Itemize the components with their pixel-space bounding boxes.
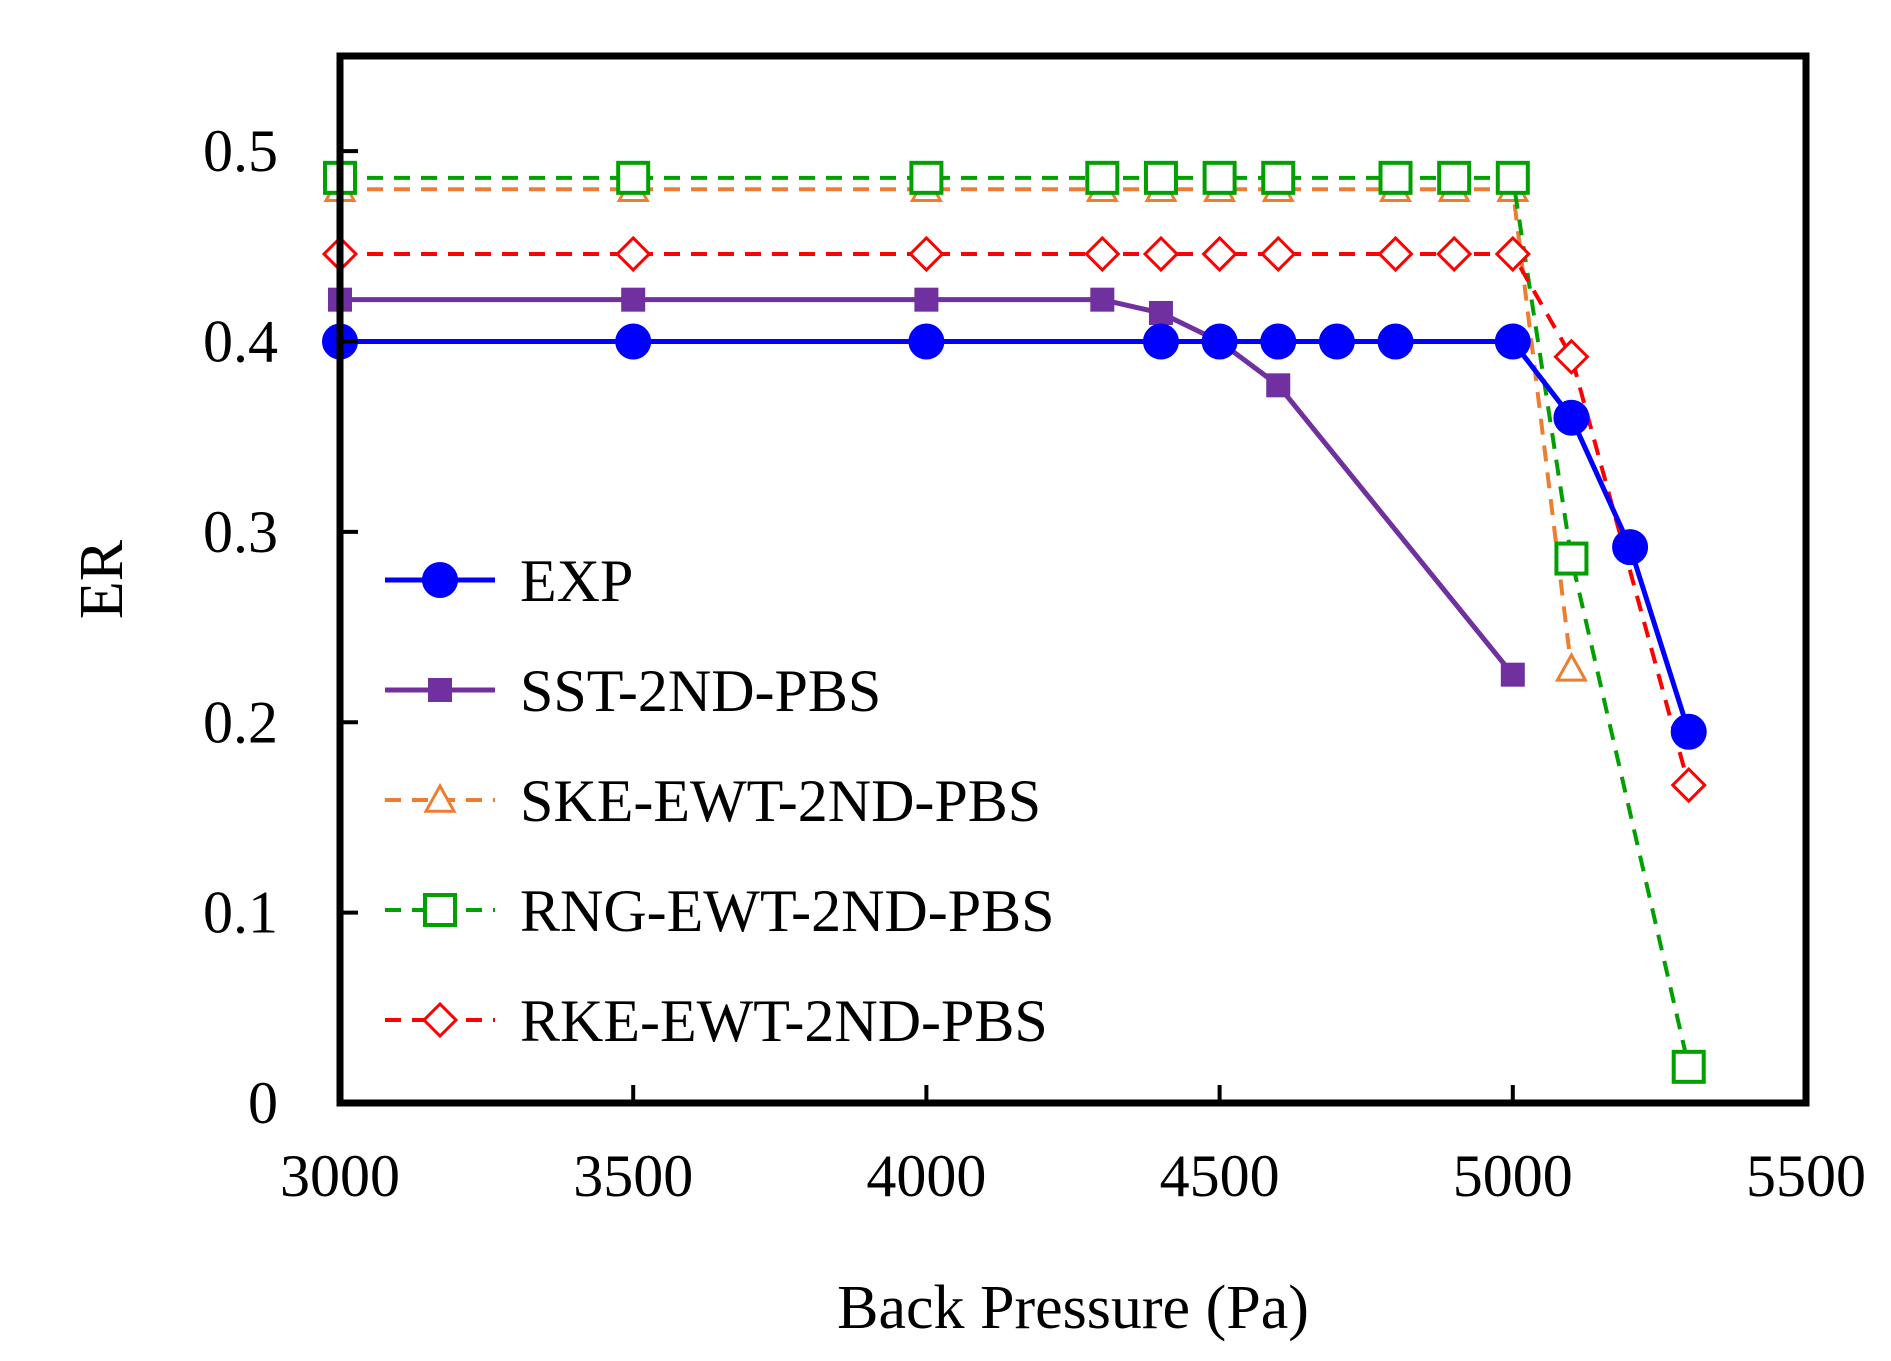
data-point bbox=[1612, 529, 1649, 566]
x-tick-label: 5000 bbox=[1453, 1143, 1573, 1209]
data-point bbox=[1553, 399, 1590, 436]
data-point bbox=[1090, 287, 1115, 312]
x-tick-label: 5500 bbox=[1746, 1143, 1866, 1209]
x-tick-label: 4000 bbox=[866, 1143, 986, 1209]
legend: EXP SST-2ND-PBS SKE-EWT-2ND-PBS RNG-EWT-2ND… bbox=[385, 548, 1054, 1054]
legend-label: SST-2ND-PBS bbox=[520, 658, 881, 724]
legend-marker bbox=[422, 562, 458, 598]
x-tick-label: 3000 bbox=[280, 1143, 400, 1209]
data-point bbox=[1142, 235, 1180, 273]
legend-label: RKE-EWT-2ND-PBS bbox=[520, 988, 1048, 1054]
data-point bbox=[1494, 323, 1531, 360]
data-point bbox=[1143, 160, 1178, 195]
x-tick-label: 4500 bbox=[1160, 1143, 1280, 1209]
series-rng-ewt-2nd-pbs bbox=[323, 160, 1706, 1084]
x-axis-title: Back Pressure (Pa) bbox=[837, 1274, 1309, 1342]
legend-label: EXP bbox=[520, 548, 633, 614]
y-tick-label: 0.3 bbox=[203, 499, 278, 565]
data-point bbox=[1554, 541, 1589, 576]
legend-marker bbox=[423, 893, 457, 927]
data-point bbox=[909, 160, 944, 195]
y-axis-title: ER bbox=[68, 539, 136, 619]
data-point bbox=[621, 287, 646, 312]
legend-label: RNG-EWT-2ND-PBS bbox=[520, 878, 1054, 944]
data-point bbox=[1201, 323, 1238, 360]
data-point bbox=[1318, 323, 1355, 360]
legend-item-sst-2nd-pbs: SST-2ND-PBS bbox=[385, 658, 881, 724]
series-sst-2nd-pbs bbox=[328, 287, 1525, 687]
axes-layer: 0 0.1 0.2 0.3 0.4 0.5 3000 3500 4000 4500 5000 5500 bbox=[203, 52, 1866, 1209]
data-point bbox=[1436, 235, 1473, 273]
data-point bbox=[908, 235, 945, 273]
series-line bbox=[340, 251, 1691, 786]
data-point bbox=[1261, 160, 1296, 195]
series-line bbox=[340, 339, 1692, 733]
data-point bbox=[616, 160, 651, 195]
data-point bbox=[914, 287, 939, 312]
y-tick-label: 0.4 bbox=[203, 309, 278, 375]
data-point bbox=[1553, 338, 1590, 375]
data-point bbox=[1670, 766, 1707, 804]
plot-frame bbox=[336, 52, 1810, 1107]
series-exp bbox=[322, 323, 1707, 750]
data-point bbox=[1260, 323, 1297, 360]
data-point bbox=[1142, 323, 1179, 360]
y-tick-label: 0.5 bbox=[203, 118, 278, 184]
legend-label: SKE-EWT-2ND-PBS bbox=[520, 768, 1041, 834]
data-point bbox=[1085, 160, 1120, 195]
data-point bbox=[1554, 651, 1588, 682]
data-point bbox=[1377, 323, 1414, 360]
x-tick-label: 3500 bbox=[573, 1143, 693, 1209]
data-point bbox=[908, 323, 945, 360]
legend-marker bbox=[423, 782, 457, 813]
data-point bbox=[1500, 662, 1525, 687]
data-point bbox=[615, 323, 652, 360]
data-point bbox=[1260, 235, 1297, 273]
data-point bbox=[1266, 373, 1291, 398]
data-point bbox=[1378, 160, 1413, 195]
legend-marker bbox=[428, 678, 452, 702]
y-tick-label: 0.1 bbox=[203, 880, 278, 946]
data-point bbox=[1671, 1049, 1706, 1084]
data-point bbox=[1377, 235, 1414, 273]
legend-item-rke-ewt-2nd-pbs: RKE-EWT-2ND-PBS bbox=[385, 988, 1048, 1054]
data-point bbox=[1148, 300, 1173, 325]
data-point bbox=[1494, 235, 1531, 273]
data-point bbox=[1670, 713, 1707, 750]
data-point bbox=[1437, 160, 1472, 195]
legend-item-ske-ewt-2nd-pbs: SKE-EWT-2ND-PBS bbox=[385, 768, 1041, 834]
data-point bbox=[1202, 160, 1237, 195]
y-tick-label: 0 bbox=[248, 1070, 278, 1136]
data-point bbox=[615, 235, 652, 273]
data-point bbox=[1084, 235, 1121, 273]
series-layer bbox=[321, 160, 1707, 1084]
legend-item-exp: EXP bbox=[385, 548, 633, 614]
data-point bbox=[1495, 160, 1530, 195]
data-point bbox=[1201, 235, 1238, 273]
legend-marker bbox=[421, 1001, 459, 1039]
series-rke-ewt-2nd-pbs bbox=[321, 235, 1707, 804]
y-tick-label: 0.2 bbox=[203, 689, 278, 755]
legend-item-rng-ewt-2nd-pbs: RNG-EWT-2ND-PBS bbox=[385, 878, 1054, 944]
